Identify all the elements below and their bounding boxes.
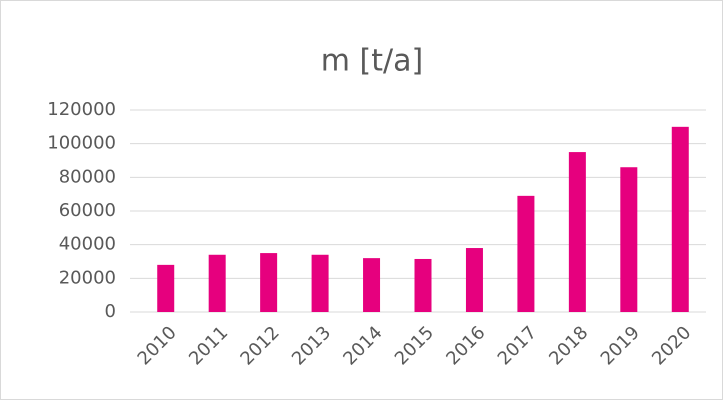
bar (363, 258, 381, 312)
bar (260, 253, 278, 312)
y-tick-label: 40000 (59, 234, 116, 255)
bar (157, 264, 175, 312)
bar (414, 258, 432, 312)
chart-title: m [t/a] (321, 44, 423, 79)
y-tick-label: 0 (105, 301, 116, 322)
bar (311, 254, 329, 312)
y-tick-label: 100000 (47, 133, 116, 154)
y-tick-label: 60000 (59, 200, 116, 221)
bar (671, 126, 689, 312)
y-tick-label: 120000 (47, 99, 116, 120)
bar (517, 195, 535, 312)
bar (208, 254, 226, 312)
bar (465, 248, 483, 312)
y-tick-label: 20000 (59, 267, 116, 288)
y-tick-label: 80000 (59, 166, 116, 187)
bar (568, 152, 586, 312)
bar (620, 167, 638, 312)
